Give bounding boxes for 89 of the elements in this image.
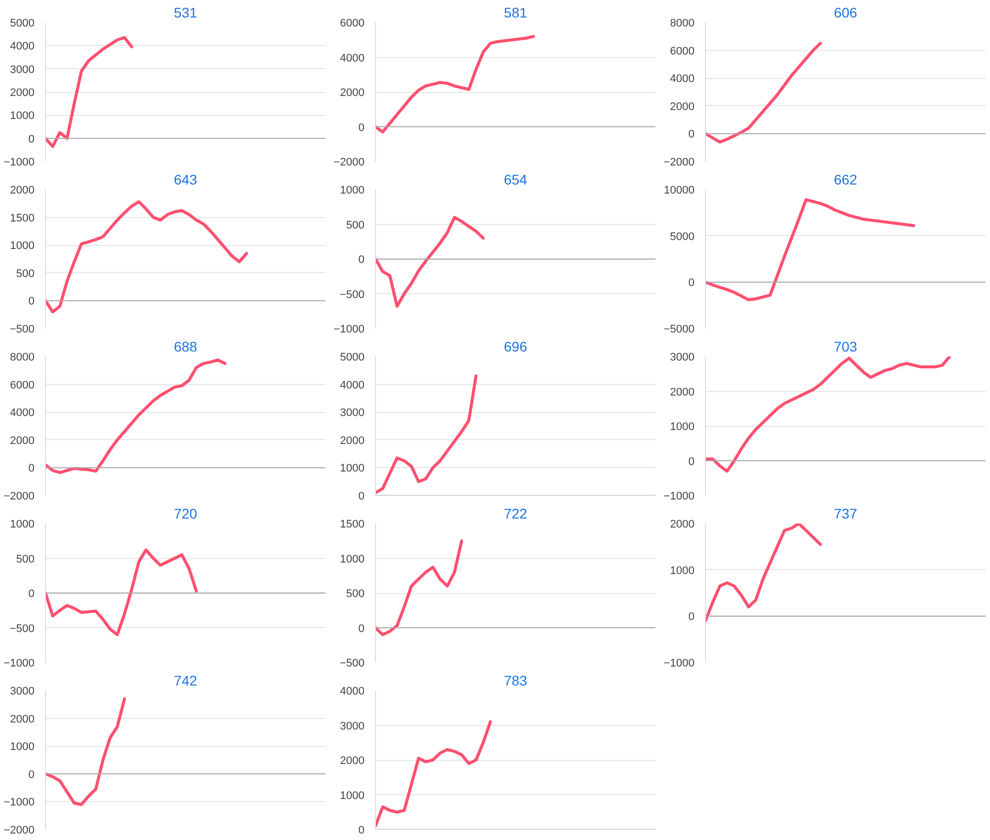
chart-title: 696 [504,338,528,354]
y-tick-label: 3000 [670,352,695,364]
y-tick-label: 2000 [340,755,365,767]
y-tick-label: 4000 [10,407,35,420]
y-tick-label: 3000 [340,720,365,732]
y-tick-label: 0 [358,122,365,134]
y-tick-label: −2000 [4,824,35,836]
y-tick-label: 4000 [340,379,365,392]
y-tick-label: 0 [688,277,695,290]
y-tick-label: 2000 [670,386,695,398]
chart-title: 742 [174,672,198,688]
chart-title: 662 [834,172,858,188]
y-tick-label: 0 [28,296,35,308]
y-tick-label: 6000 [670,45,695,58]
y-tick-label: −2000 [334,156,365,168]
y-tick-label: 2000 [10,434,35,447]
chart-title: 737 [834,506,858,522]
y-tick-label: 4000 [340,52,365,64]
y-tick-label: 0 [28,768,35,781]
y-tick-label: 1500 [340,518,365,530]
y-tick-label: 0 [358,254,365,266]
y-tick-label: 0 [688,611,695,624]
y-tick-label: 1000 [340,462,365,475]
y-tick-label: 4000 [340,686,365,698]
y-tick-label: 0 [688,456,695,468]
y-tick-label: 3000 [10,64,35,76]
y-tick-label: 2000 [670,100,695,113]
chart-title: 703 [834,338,858,354]
chart-title: 720 [174,506,198,522]
y-tick-label: 6000 [340,18,365,30]
y-tick-label: −500 [340,288,365,301]
chart-title: 722 [504,506,528,522]
y-tick-label: −1000 [4,796,35,809]
y-tick-label: −1000 [334,324,365,336]
y-tick-label: 2000 [10,713,35,726]
y-tick-label: 0 [28,588,35,600]
y-tick-label: 5000 [670,230,695,243]
y-tick-label: 0 [358,622,365,635]
y-tick-label: −500 [10,324,35,336]
y-tick-label: 1000 [670,564,695,577]
y-tick-label: −500 [10,622,35,635]
chart-title: 581 [504,4,528,20]
y-tick-label: 5000 [340,352,365,364]
y-tick-label: 8000 [670,18,695,30]
y-tick-label: −2000 [4,490,35,502]
y-tick-label: 2000 [10,87,35,99]
chart-title: 643 [174,172,198,188]
y-tick-label: −1000 [664,658,695,670]
chart-title: 531 [174,4,198,20]
y-tick-label: 2000 [340,434,365,447]
y-tick-label: 2000 [10,184,35,196]
y-tick-label: −5000 [664,324,695,336]
y-tick-label: 0 [358,824,365,836]
y-tick-label: 0 [688,128,695,141]
y-tick-label: 1000 [10,110,35,122]
y-tick-label: 8000 [10,352,35,364]
y-tick-label: 1000 [10,518,35,530]
y-tick-label: 500 [346,588,365,600]
y-tick-label: 1000 [670,421,695,433]
y-tick-label: 1500 [10,212,35,224]
chart-title: 606 [834,4,858,20]
chart-title: 654 [504,172,528,188]
y-tick-label: 0 [358,490,365,502]
y-tick-label: −500 [340,658,365,670]
y-tick-label: −1000 [664,490,695,502]
y-tick-label: 500 [16,553,35,566]
y-tick-label: −1000 [4,156,35,168]
y-tick-label: 4000 [670,73,695,86]
y-tick-label: 0 [28,133,35,146]
y-tick-label: 4000 [10,40,35,53]
y-tick-label: 1000 [340,790,365,802]
y-tick-label: 6000 [10,379,35,392]
y-tick-label: 1000 [10,240,35,252]
y-tick-label: 3000 [340,407,365,420]
y-tick-label: −1000 [4,658,35,670]
chart-title: 783 [504,672,528,688]
y-tick-label: 0 [28,462,35,475]
y-tick-label: 1000 [340,553,365,566]
y-tick-label: 5000 [10,18,35,30]
y-tick-label: 10000 [664,184,695,196]
y-tick-label: 1000 [340,184,365,196]
y-tick-label: 3000 [10,686,35,698]
y-tick-label: −2000 [664,156,695,168]
y-tick-label: 2000 [670,518,695,530]
y-tick-label: 1000 [10,741,35,754]
y-tick-label: 500 [16,268,35,280]
y-tick-label: 2000 [340,87,365,99]
chart-title: 688 [174,338,198,354]
y-tick-label: 500 [346,219,365,232]
